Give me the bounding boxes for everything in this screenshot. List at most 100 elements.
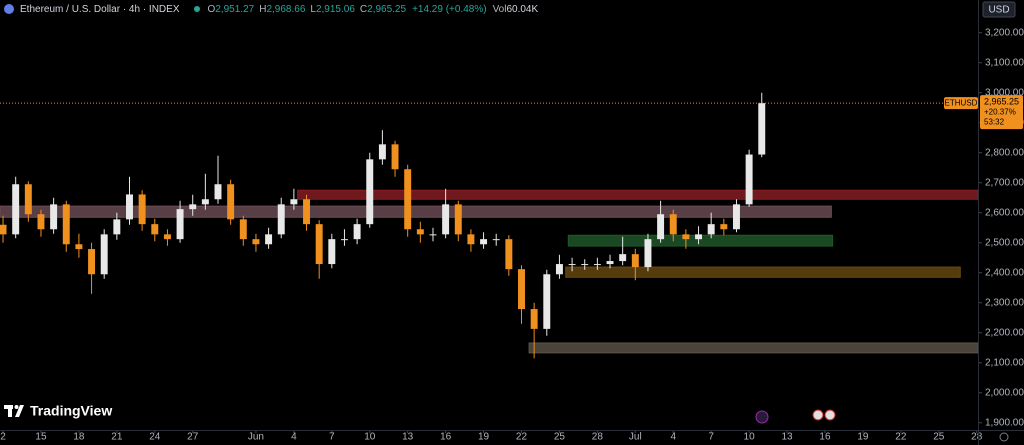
candle-body <box>720 224 728 230</box>
x-tick-label: 16 <box>819 432 831 443</box>
price-tag-countdown: 53:32 <box>984 117 1005 126</box>
symbol-title: Ethereum / U.S. Dollar · 4h · INDEX <box>20 3 180 15</box>
candle-body <box>454 204 462 235</box>
y-tick-label: 2,400.00 <box>985 267 1024 278</box>
candle-body <box>353 224 361 240</box>
x-tick-label: 22 <box>516 432 528 443</box>
candle-body <box>328 239 336 265</box>
ohlc-key: C <box>359 3 368 15</box>
candle-body <box>530 309 538 329</box>
candle-body <box>163 234 171 240</box>
candle-body <box>644 239 652 268</box>
ohlc-key: L <box>310 3 316 15</box>
x-tick-label: 7 <box>329 432 335 443</box>
x-tick-label: 19 <box>857 432 869 443</box>
candle-body <box>113 219 121 235</box>
candle-body <box>682 234 690 240</box>
candle-body <box>290 199 298 205</box>
y-tick-label: 2,800.00 <box>985 147 1024 158</box>
x-tick-label: 19 <box>478 432 490 443</box>
volume-value: 60.04K <box>506 3 539 15</box>
x-tick-label: 10 <box>364 432 376 443</box>
candle-body <box>315 224 323 265</box>
x-tick-label: 2 <box>0 432 6 443</box>
y-tick-label: 2,100.00 <box>985 357 1024 368</box>
candle-body <box>695 234 703 240</box>
candle-body <box>303 199 311 225</box>
candle-body <box>492 239 500 241</box>
candle-body <box>138 194 146 225</box>
candle-body <box>518 269 525 310</box>
x-tick-label: 4 <box>291 432 297 443</box>
ohlc-values: O2,951.27 H2,968.66 L2,915.06 C2,965.25 <box>208 4 407 15</box>
candle-body <box>568 264 576 266</box>
y-tick-label: 2,300.00 <box>985 297 1024 308</box>
candle-body <box>176 209 184 240</box>
candle-body <box>593 264 601 266</box>
currency-label: USD <box>988 5 1009 16</box>
candle-body <box>366 159 374 225</box>
candle-body <box>669 214 677 235</box>
candle-body <box>606 261 614 265</box>
candle-body <box>88 249 96 275</box>
candle-body <box>707 224 715 235</box>
symbol-tag <box>944 97 978 110</box>
candle-body <box>75 244 83 250</box>
ohlc-item: H2,968.66 <box>259 4 305 15</box>
candle-body <box>480 239 488 245</box>
ohlc-value: 2,915.06 <box>315 3 355 15</box>
ohlc-value: 2,965.25 <box>367 3 407 15</box>
currency-button[interactable] <box>982 1 1016 18</box>
ohlc-value: 2,968.66 <box>266 3 306 15</box>
price-tag-change: +20.37% <box>984 107 1016 116</box>
candle-body <box>391 144 399 170</box>
y-tick-label: 2,600.00 <box>985 207 1024 218</box>
candle-body <box>555 264 563 275</box>
ohlc-item: O2,951.27 <box>208 4 255 15</box>
x-tick-label: 13 <box>402 432 414 443</box>
symbol-tag-label: ETHUSD <box>945 98 978 107</box>
legend-header: Ethereum / U.S. Dollar · 4h · INDEX O2,9… <box>4 2 538 16</box>
zone <box>0 205 832 218</box>
candle-body <box>227 184 235 220</box>
ohlc-item: L2,915.06 <box>310 4 355 15</box>
y-tick-label: 1,900.00 <box>985 417 1024 428</box>
candle-body <box>732 204 740 230</box>
candle-body <box>0 224 7 235</box>
x-tick-label: 28 <box>971 432 983 443</box>
candle-body <box>442 204 450 235</box>
candle-body <box>581 264 589 266</box>
candle-body <box>24 184 32 215</box>
event-icon[interactable] <box>755 410 769 424</box>
ohlc-value: 2,951.27 <box>215 3 255 15</box>
zone <box>565 266 961 278</box>
x-tick-label: Jun <box>248 432 264 443</box>
event-flag[interactable] <box>824 409 836 421</box>
brand-logo <box>4 405 24 417</box>
candle-body <box>416 229 424 235</box>
x-tick-label: 15 <box>35 432 47 443</box>
x-tick-label: 27 <box>187 432 199 443</box>
price-tag <box>980 95 1023 130</box>
x-tick-label: 18 <box>73 432 85 443</box>
x-tick-label: 24 <box>149 432 161 443</box>
x-tick-label: 25 <box>933 432 945 443</box>
x-tick-label: 13 <box>781 432 793 443</box>
event-flag[interactable] <box>812 409 824 421</box>
zone <box>297 189 979 200</box>
y-tick-label: 2,000.00 <box>985 387 1024 398</box>
volume: Vol60.04K <box>493 4 539 15</box>
x-tick-label: 28 <box>592 432 604 443</box>
candle-body <box>505 239 513 270</box>
settings-icon[interactable] <box>999 432 1009 442</box>
candle-body <box>189 204 197 210</box>
y-tick-label: 3,000.00 <box>985 87 1024 98</box>
candle-body <box>151 224 159 235</box>
y-tick-label: 2,700.00 <box>985 177 1024 188</box>
candle-body <box>543 274 551 329</box>
candle-body <box>404 169 412 230</box>
candle-body <box>214 184 222 200</box>
candle-body <box>37 214 45 230</box>
volume-key: Vol <box>492 3 507 15</box>
